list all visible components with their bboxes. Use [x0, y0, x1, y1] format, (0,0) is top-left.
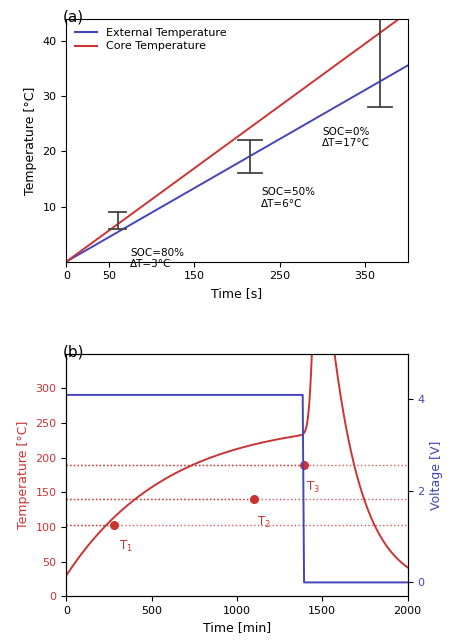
Y-axis label: Temperature [°C]: Temperature [°C] [24, 87, 37, 195]
Y-axis label: Temperature [°C]: Temperature [°C] [17, 420, 30, 529]
X-axis label: Time [s]: Time [s] [211, 287, 263, 300]
Y-axis label: Voltage [V]: Voltage [V] [430, 440, 443, 510]
Text: T$_3$: T$_3$ [306, 479, 320, 495]
X-axis label: Time [min]: Time [min] [203, 621, 271, 635]
Text: T$_1$: T$_1$ [119, 539, 133, 554]
Legend: External Temperature, Core Temperature: External Temperature, Core Temperature [72, 25, 230, 54]
Text: T$_2$: T$_2$ [257, 515, 271, 529]
Text: (a): (a) [63, 10, 84, 24]
Text: SOC=50%
ΔT=6°C: SOC=50% ΔT=6°C [261, 187, 315, 209]
Text: SOC=80%
ΔT=3°C: SOC=80% ΔT=3°C [130, 248, 184, 269]
Text: SOC=0%
ΔT=17°C: SOC=0% ΔT=17°C [322, 127, 370, 148]
Text: (b): (b) [63, 344, 84, 359]
